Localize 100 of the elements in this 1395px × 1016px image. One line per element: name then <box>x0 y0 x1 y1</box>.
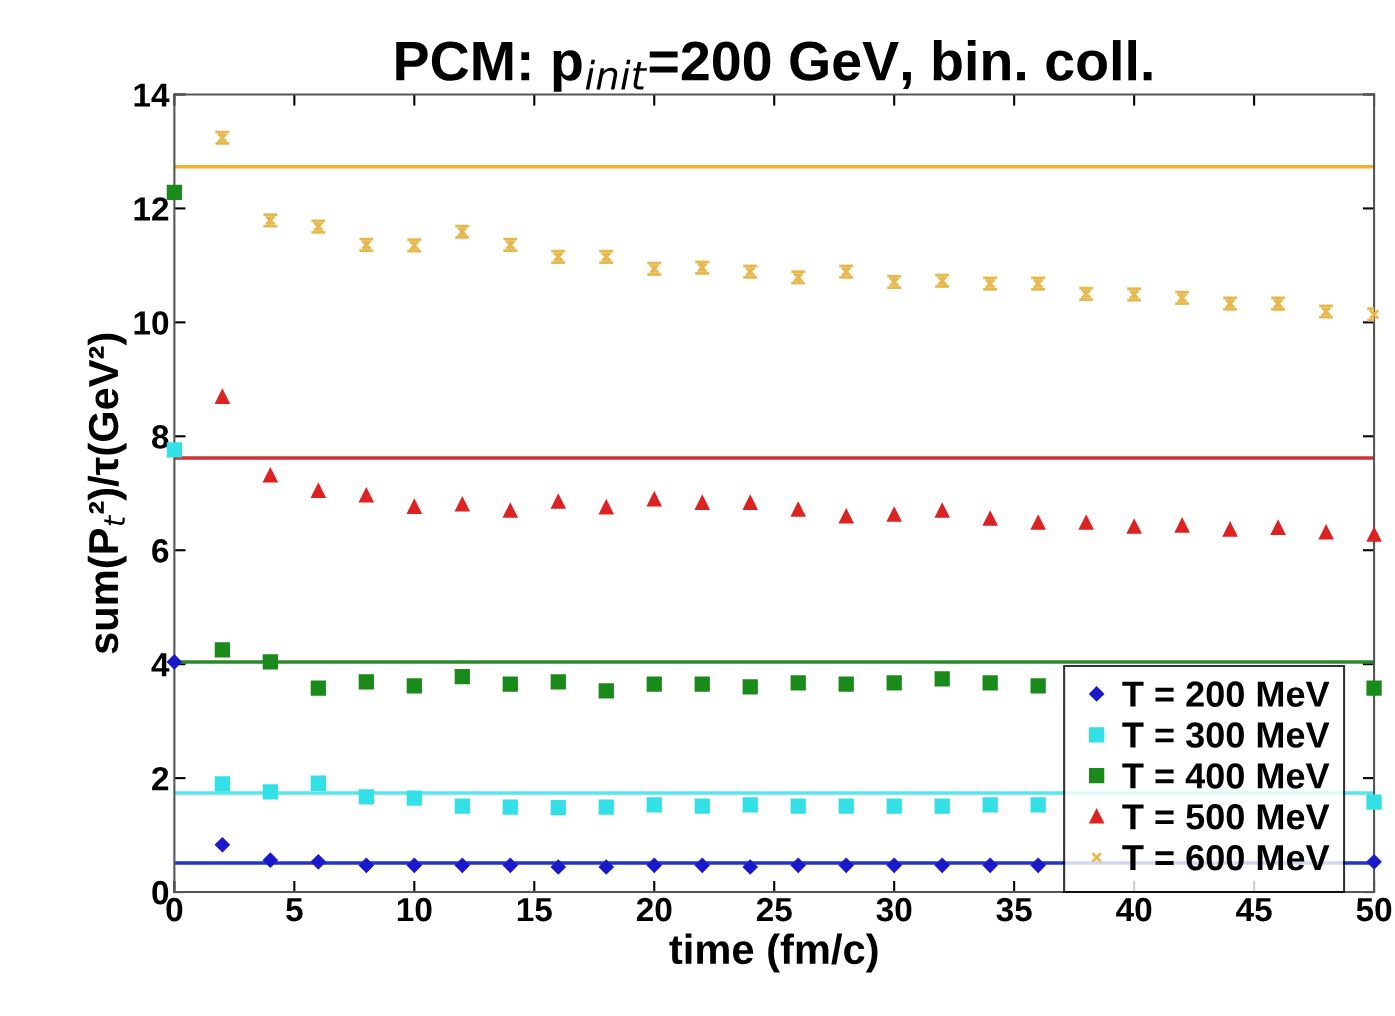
point <box>358 789 374 805</box>
point <box>742 679 758 695</box>
point <box>839 509 854 524</box>
x-tick-label: 45 <box>1236 898 1272 922</box>
point <box>982 675 998 691</box>
point <box>934 671 950 687</box>
point <box>311 854 326 870</box>
point <box>359 488 374 503</box>
point <box>743 496 758 510</box>
point <box>935 503 950 518</box>
x-axis-title: time (fm/c) <box>669 933 878 973</box>
point <box>646 490 662 507</box>
point <box>838 676 854 692</box>
point <box>407 499 422 514</box>
point <box>359 857 374 873</box>
point <box>1030 678 1046 694</box>
y-tick-label: 8 <box>152 425 169 449</box>
point <box>502 676 518 692</box>
point <box>1030 857 1046 873</box>
point <box>406 678 422 694</box>
x-tick-label: 40 <box>1116 897 1152 922</box>
point <box>311 484 326 498</box>
point <box>742 797 758 813</box>
point <box>694 798 710 814</box>
point <box>310 775 326 791</box>
point <box>598 498 614 515</box>
point <box>551 494 566 509</box>
point <box>214 776 230 792</box>
point <box>1030 797 1046 813</box>
point <box>695 496 710 510</box>
y-tick-label: 0 <box>152 880 169 905</box>
point <box>1366 680 1382 696</box>
x-tick-label: 35 <box>996 897 1032 922</box>
point <box>598 799 614 815</box>
point <box>550 800 566 816</box>
y-tick-label: 4 <box>151 653 170 677</box>
point <box>1368 308 1380 320</box>
point <box>1366 794 1382 810</box>
point <box>551 859 566 875</box>
point <box>407 857 422 873</box>
point <box>454 798 470 814</box>
point <box>455 857 470 873</box>
point <box>838 798 854 814</box>
point <box>1079 515 1094 530</box>
point <box>262 654 278 670</box>
legend-label: T = 200 MeV <box>1122 681 1330 707</box>
point <box>982 857 998 873</box>
x-tick-label: 15 <box>517 898 552 922</box>
point <box>934 798 950 814</box>
point <box>550 674 566 690</box>
point <box>598 683 614 699</box>
point <box>215 390 230 404</box>
y-tick-label: 6 <box>152 539 169 563</box>
point <box>455 497 470 512</box>
point <box>886 675 902 691</box>
chart-title: PCM: p$_{init}$=200 GeV, bin. coll. <box>396 40 1152 92</box>
point <box>1271 521 1286 535</box>
point <box>791 502 806 517</box>
point <box>983 511 998 526</box>
point <box>790 798 806 814</box>
point <box>790 675 806 691</box>
y-tick-label: 2 <box>152 766 169 791</box>
point <box>1366 854 1382 870</box>
x-tick-label: 10 <box>397 897 432 922</box>
y-tick-label: 14 <box>134 83 170 107</box>
point <box>503 857 518 873</box>
point <box>454 669 470 685</box>
point <box>503 503 518 518</box>
y-tick-label: 10 <box>134 311 169 335</box>
point <box>310 680 326 696</box>
point <box>263 468 278 483</box>
point <box>838 857 854 873</box>
point <box>1175 518 1190 533</box>
point <box>262 784 278 800</box>
legend-label: T = 500 MeV <box>1122 804 1330 830</box>
point <box>502 799 518 815</box>
y-axis-title: sum(P$_{t}$²)/τ(GeV²) <box>87 333 127 654</box>
point <box>358 674 374 690</box>
point <box>1127 519 1142 534</box>
point <box>742 859 758 875</box>
point <box>646 857 662 873</box>
x-tick-label: 30 <box>876 897 912 922</box>
legend-label: T = 600 MeV <box>1122 844 1330 871</box>
x-tick-label: 20 <box>636 897 672 922</box>
point <box>934 857 950 873</box>
point <box>214 642 230 658</box>
point <box>886 798 902 814</box>
point <box>215 837 230 853</box>
point <box>646 797 662 813</box>
point <box>887 507 902 522</box>
x-tick-label: 50 <box>1356 897 1392 922</box>
point <box>263 852 278 868</box>
x-tick-label: 25 <box>756 897 792 922</box>
point <box>982 797 998 813</box>
point <box>694 676 710 692</box>
point <box>598 859 614 875</box>
point <box>1223 522 1238 537</box>
point <box>1031 515 1046 530</box>
y-tick-label: 12 <box>134 197 169 221</box>
x-tick-label: 5 <box>286 898 303 922</box>
